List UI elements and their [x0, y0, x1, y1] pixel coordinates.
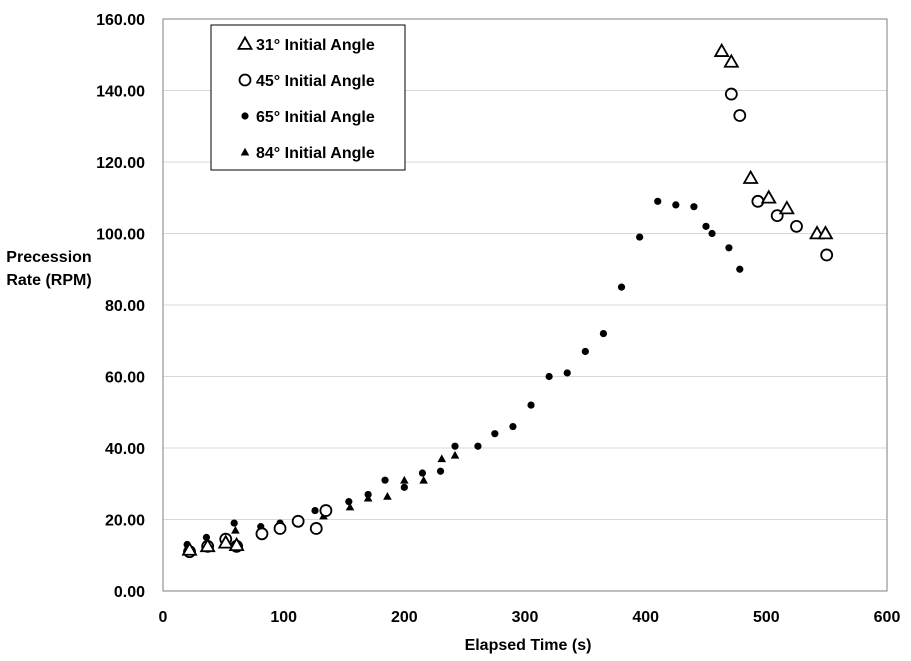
data-point	[381, 476, 389, 484]
y-tick-label: 160.00	[96, 12, 145, 29]
data-point	[491, 430, 499, 438]
x-tick-label: 300	[512, 609, 539, 626]
plot-area-border	[162, 18, 888, 592]
data-point	[751, 194, 765, 208]
legend-marker	[240, 147, 250, 156]
legend-marker	[238, 73, 252, 87]
data-point	[228, 536, 245, 552]
data-point	[217, 534, 234, 549]
x-axis-title: Elapsed Time (s)	[465, 637, 592, 654]
data-point	[291, 514, 305, 528]
series-2	[183, 87, 834, 559]
y-tick-label: 20.00	[105, 513, 145, 530]
data-point	[690, 203, 698, 211]
data-point	[713, 42, 730, 57]
series-1	[181, 42, 834, 556]
x-tick-label: 200	[391, 609, 418, 626]
x-tick-label: 400	[632, 609, 659, 626]
data-point	[309, 522, 323, 535]
x-tick-label: 500	[753, 609, 780, 626]
legend-label: 31° Initial Angle	[256, 37, 375, 54]
data-point	[230, 519, 238, 527]
data-point	[509, 422, 517, 431]
data-point	[581, 347, 589, 356]
data-point	[199, 537, 216, 553]
data-point	[363, 493, 373, 502]
data-point	[599, 330, 608, 338]
data-point	[418, 469, 427, 477]
data-point	[345, 498, 353, 506]
data-point	[419, 475, 428, 484]
legend: 31° Initial Angle 45° Initial Angle 65° In…	[210, 24, 406, 171]
data-point	[723, 53, 740, 68]
data-point	[450, 450, 460, 459]
data-point	[400, 483, 408, 491]
y-tick-label: 80.00	[105, 298, 145, 315]
data-point	[231, 525, 240, 534]
data-point	[672, 201, 680, 209]
data-point	[383, 491, 392, 500]
data-point	[202, 533, 211, 541]
y-axis-title-line-1: Precession	[6, 249, 91, 266]
x-tick-label: 600	[874, 609, 901, 626]
data-point	[273, 522, 287, 535]
y-tick-label: 40.00	[105, 441, 145, 458]
data-point	[563, 369, 571, 377]
legend-label: 45° Initial Angle	[256, 73, 375, 90]
data-point	[817, 225, 834, 240]
data-point	[436, 467, 445, 475]
data-point	[527, 401, 535, 409]
data-point	[255, 527, 269, 541]
data-point	[708, 229, 716, 238]
data-point	[736, 265, 744, 273]
data-point	[778, 200, 795, 215]
data-point	[345, 502, 355, 511]
y-tick-label: 140.00	[96, 84, 145, 101]
data-point	[474, 442, 482, 450]
data-point	[400, 475, 409, 484]
legend-label: 84° Initial Angle	[256, 145, 375, 162]
data-point	[311, 506, 319, 515]
data-point	[654, 197, 662, 205]
data-point	[724, 87, 738, 101]
data-point	[760, 189, 777, 204]
data-point	[181, 541, 198, 556]
y-tick-label: 60.00	[105, 370, 145, 387]
legend-marker	[236, 35, 254, 50]
data-point	[617, 283, 626, 291]
data-point	[742, 169, 759, 184]
x-tick-label: 100	[270, 609, 297, 626]
data-point	[702, 222, 710, 230]
data-point	[545, 372, 553, 381]
data-point	[790, 219, 803, 233]
legend-label: 65° Initial Angle	[256, 109, 375, 126]
data-point	[451, 442, 459, 450]
data-point	[636, 233, 644, 241]
y-axis-title-line-2: Rate (RPM)	[6, 272, 91, 289]
y-tick-label: 0.00	[114, 584, 145, 601]
x-axis-tick-labels: 0 100 200 300 400 500 600	[159, 609, 901, 626]
data-point	[733, 109, 747, 122]
data-point	[437, 454, 447, 463]
data-point	[820, 248, 834, 262]
y-tick-label: 120.00	[96, 155, 145, 172]
data-point	[319, 504, 333, 517]
legend-marker	[241, 112, 249, 120]
x-tick-label: 0	[159, 609, 168, 626]
data-point	[725, 244, 733, 252]
y-tick-label: 100.00	[96, 227, 145, 244]
y-axis-tick-labels: 0.00 20.00 40.00 60.00 80.00 100.00 120.00 140.…	[96, 12, 145, 601]
data-points	[181, 42, 834, 559]
